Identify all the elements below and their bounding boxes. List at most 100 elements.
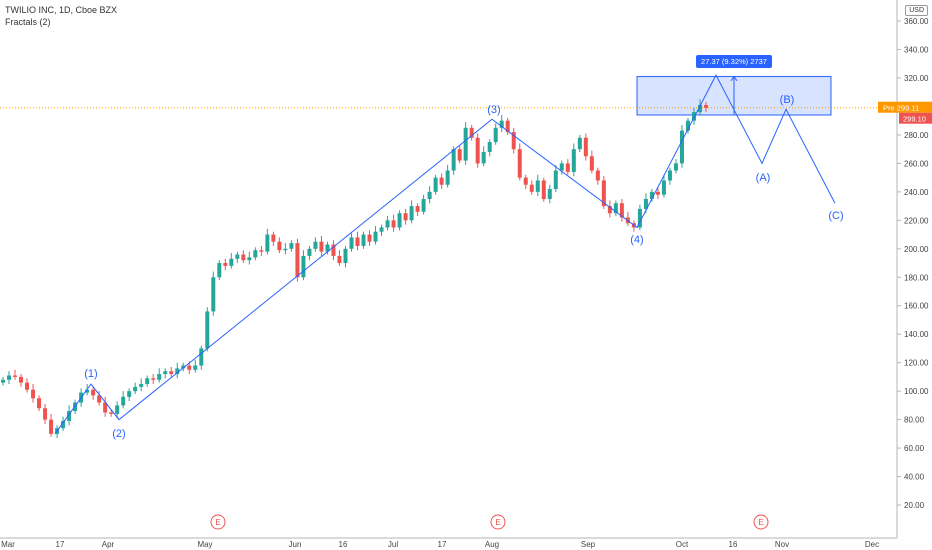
candle-body[interactable] — [301, 255, 306, 278]
candle-body[interactable] — [217, 263, 222, 278]
candle-body[interactable] — [313, 241, 318, 249]
candle-body[interactable] — [25, 382, 30, 390]
candle-body[interactable] — [529, 184, 534, 192]
candle-body[interactable] — [265, 234, 270, 252]
candle-body[interactable] — [679, 130, 684, 164]
candle-body[interactable] — [325, 244, 330, 252]
candle-body[interactable] — [127, 391, 132, 397]
candle-body[interactable] — [97, 395, 102, 403]
candle-body[interactable] — [37, 398, 42, 409]
candle-body[interactable] — [43, 408, 48, 420]
candle-body[interactable] — [565, 163, 570, 172]
candle-body[interactable] — [187, 365, 192, 370]
candle-body[interactable] — [379, 227, 384, 232]
earnings-marker[interactable] — [490, 514, 506, 530]
candle-body[interactable] — [415, 206, 420, 212]
candle-body[interactable] — [19, 376, 24, 383]
candle-body[interactable] — [181, 365, 186, 369]
candle-body[interactable] — [367, 234, 372, 242]
candle-body[interactable] — [91, 389, 96, 396]
candle-body[interactable] — [649, 191, 654, 199]
candle-body[interactable] — [607, 206, 612, 214]
candle-body[interactable] — [517, 149, 522, 178]
candle-body[interactable] — [133, 386, 138, 392]
candle-body[interactable] — [433, 177, 438, 192]
candle-body[interactable] — [595, 170, 600, 181]
candle-body[interactable] — [229, 258, 234, 266]
candle-body[interactable] — [103, 402, 108, 413]
candle-body[interactable] — [475, 137, 480, 164]
candle-body[interactable] — [685, 120, 690, 131]
candle-body[interactable] — [319, 241, 324, 252]
candle-body[interactable] — [31, 389, 36, 399]
candle-body[interactable] — [487, 142, 492, 153]
candle-body[interactable] — [493, 127, 498, 143]
candle-body[interactable] — [343, 248, 348, 264]
candle-body[interactable] — [704, 105, 708, 108]
candle-body[interactable] — [637, 208, 642, 228]
candle-body[interactable] — [169, 371, 174, 375]
candle-body[interactable] — [361, 234, 366, 246]
candle-body[interactable] — [439, 177, 444, 185]
candle-body[interactable] — [349, 237, 354, 249]
candle-body[interactable] — [223, 263, 228, 266]
candle-body[interactable] — [463, 127, 468, 161]
candle-body[interactable] — [13, 375, 18, 377]
candle-body[interactable] — [139, 384, 144, 387]
candle-body[interactable] — [373, 231, 378, 242]
candle-body[interactable] — [523, 177, 528, 185]
candle-body[interactable] — [157, 374, 162, 380]
candle-body[interactable] — [109, 412, 114, 414]
candle-body[interactable] — [583, 137, 588, 157]
candle-body[interactable] — [541, 180, 546, 199]
candle-body[interactable] — [175, 368, 180, 375]
candle-body[interactable] — [7, 375, 12, 380]
candle-body[interactable] — [403, 213, 408, 221]
candle-body[interactable] — [643, 198, 648, 209]
candle-body[interactable] — [283, 248, 288, 251]
candle-body[interactable] — [247, 257, 252, 261]
candle-body[interactable] — [571, 149, 576, 172]
candle-body[interactable] — [277, 241, 282, 251]
candle-body[interactable] — [289, 243, 294, 249]
candle-body[interactable] — [535, 180, 540, 192]
candle-body[interactable] — [307, 248, 312, 256]
candle-body[interactable] — [451, 149, 456, 171]
candle-body[interactable] — [61, 421, 66, 429]
candle-body[interactable] — [385, 220, 390, 228]
candle-body[interactable] — [253, 250, 258, 258]
candle-body[interactable] — [667, 170, 672, 181]
candle-body[interactable] — [421, 198, 426, 212]
candle-body[interactable] — [85, 389, 90, 393]
candle-body[interactable] — [691, 112, 696, 121]
candle-body[interactable] — [397, 213, 402, 228]
candle-body[interactable] — [145, 378, 150, 385]
candle-body[interactable] — [355, 237, 360, 246]
candle-body[interactable] — [409, 206, 414, 221]
candle-body[interactable] — [163, 371, 168, 375]
candle-body[interactable] — [577, 137, 582, 150]
candle-body[interactable] — [481, 152, 486, 164]
candle-body[interactable] — [457, 149, 462, 161]
candle-body[interactable] — [49, 419, 54, 434]
candle-body[interactable] — [121, 396, 126, 406]
candle-body[interactable] — [673, 163, 678, 171]
candle-body[interactable] — [211, 277, 216, 312]
earnings-marker[interactable] — [210, 514, 226, 530]
candle-body[interactable] — [235, 254, 240, 259]
candle-body[interactable] — [391, 220, 396, 228]
candle-body[interactable] — [193, 365, 198, 370]
candle-body[interactable] — [205, 311, 210, 349]
candle-body[interactable] — [613, 203, 618, 214]
elliott-wave-path[interactable] — [54, 74, 836, 435]
candle-body[interactable] — [469, 127, 474, 138]
candle-body[interactable] — [589, 156, 594, 171]
candle-body[interactable] — [553, 170, 558, 190]
candle-body[interactable] — [115, 405, 120, 414]
earnings-marker[interactable] — [753, 514, 769, 530]
candle-body[interactable] — [655, 191, 660, 195]
candle-body[interactable] — [241, 254, 246, 261]
candle-body[interactable] — [271, 234, 276, 242]
candle-body[interactable] — [151, 378, 156, 380]
